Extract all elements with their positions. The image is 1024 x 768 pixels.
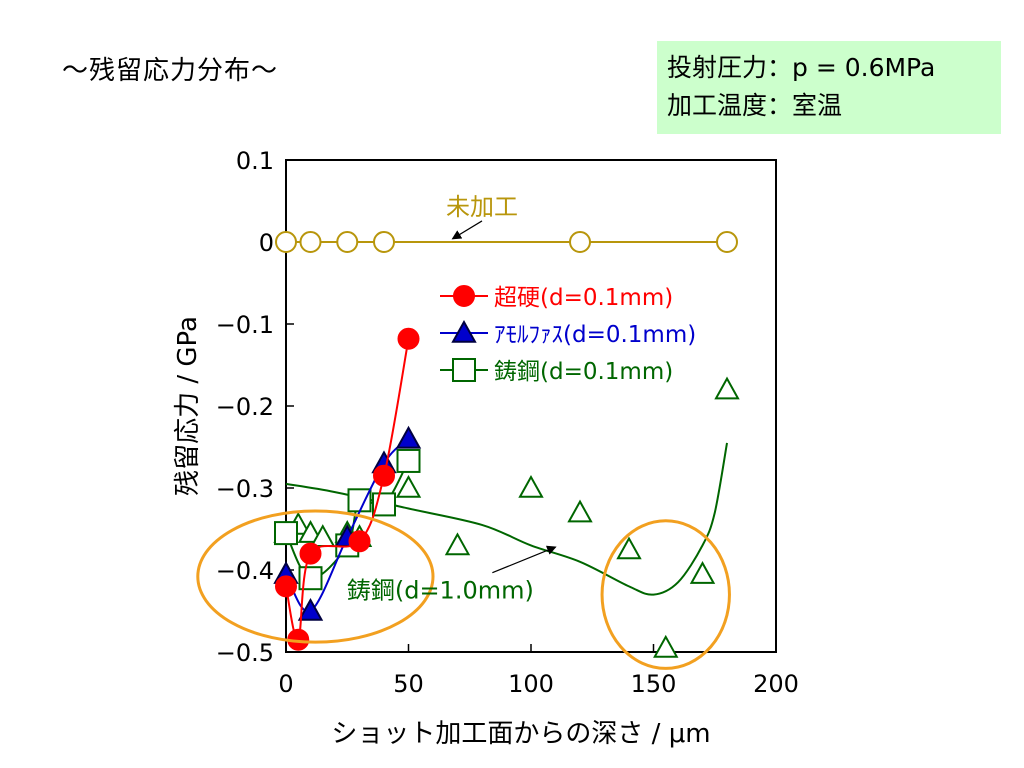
legend-entry: 鋳鋼(d=0.1mm) bbox=[440, 358, 673, 385]
data-point bbox=[396, 448, 421, 473]
series-4 bbox=[273, 376, 740, 658]
data-point bbox=[348, 530, 371, 553]
y-tick-label: −0.4 bbox=[216, 557, 274, 585]
data-point bbox=[616, 536, 642, 560]
data-point bbox=[275, 231, 297, 253]
annotation-label: 未加工 bbox=[446, 193, 518, 221]
x-tick-label: 150 bbox=[631, 670, 677, 698]
data-point bbox=[567, 499, 593, 523]
y-tick-label: −0.2 bbox=[216, 393, 274, 421]
data-point bbox=[299, 231, 322, 253]
data-point bbox=[395, 425, 422, 449]
legend-marker bbox=[452, 358, 476, 382]
legend-entry: 超硬(d=0.1mm) bbox=[440, 285, 673, 311]
data-point bbox=[299, 542, 322, 565]
y-tick-label: −0.5 bbox=[216, 639, 274, 667]
y-tick-label: 0 bbox=[259, 229, 274, 257]
y-tick-label: 0.1 bbox=[236, 147, 274, 175]
data-point bbox=[373, 464, 395, 487]
legend-label: 鋳鋼(d=0.1mm) bbox=[494, 359, 673, 385]
data-point bbox=[347, 488, 372, 513]
x-tick-label: 50 bbox=[393, 670, 424, 698]
y-tick-label: −0.3 bbox=[216, 475, 274, 503]
data-point bbox=[653, 634, 679, 658]
x-tick-label: 0 bbox=[278, 670, 293, 698]
data-point bbox=[373, 231, 395, 253]
highlight-ellipse bbox=[600, 519, 731, 670]
highlight-ellipse bbox=[196, 509, 435, 644]
data-point bbox=[297, 597, 324, 621]
annotation-arrow bbox=[451, 220, 483, 240]
data-point bbox=[714, 376, 740, 400]
series-0 bbox=[275, 231, 738, 253]
data-point bbox=[444, 532, 471, 556]
data-point bbox=[275, 575, 297, 598]
series-5 bbox=[285, 442, 728, 596]
y-axis-label: 残留応力 / GPa bbox=[173, 316, 203, 496]
data-point bbox=[716, 231, 738, 253]
data-point bbox=[569, 231, 591, 253]
data-point bbox=[274, 521, 298, 546]
series-1 bbox=[275, 327, 420, 651]
legend-marker bbox=[453, 285, 475, 307]
annotation-label: 鋳鋼(d=1.0mm) bbox=[347, 577, 534, 605]
legend-label: ｱﾓﾙﾌｧｽ(d=0.1mm) bbox=[494, 322, 696, 348]
process-temperature-label: 加工温度：室温 bbox=[667, 91, 843, 120]
data-point bbox=[518, 474, 544, 498]
legend-entry: ｱﾓﾙﾌｧｽ(d=0.1mm) bbox=[440, 319, 696, 348]
series-line bbox=[285, 442, 728, 596]
data-point bbox=[397, 327, 420, 350]
conditions-box: 投射圧力：p = 0.6MPa 加工温度：室温 bbox=[657, 41, 1001, 134]
x-axis-label: ショット加工面からの深さ / μm bbox=[331, 719, 710, 749]
legend-label: 超硬(d=0.1mm) bbox=[494, 285, 673, 311]
page-title: ～残留応力分布～ bbox=[62, 56, 279, 86]
y-tick-label: −0.1 bbox=[216, 311, 274, 339]
data-point bbox=[395, 474, 422, 498]
x-tick-label: 100 bbox=[508, 670, 554, 698]
data-point bbox=[689, 561, 716, 584]
data-point bbox=[336, 231, 359, 253]
annotation-arrow bbox=[492, 545, 557, 574]
x-tick-label: 200 bbox=[753, 670, 799, 698]
shot-pressure-label: 投射圧力：p = 0.6MPa bbox=[667, 53, 936, 82]
legend-marker bbox=[451, 319, 477, 343]
